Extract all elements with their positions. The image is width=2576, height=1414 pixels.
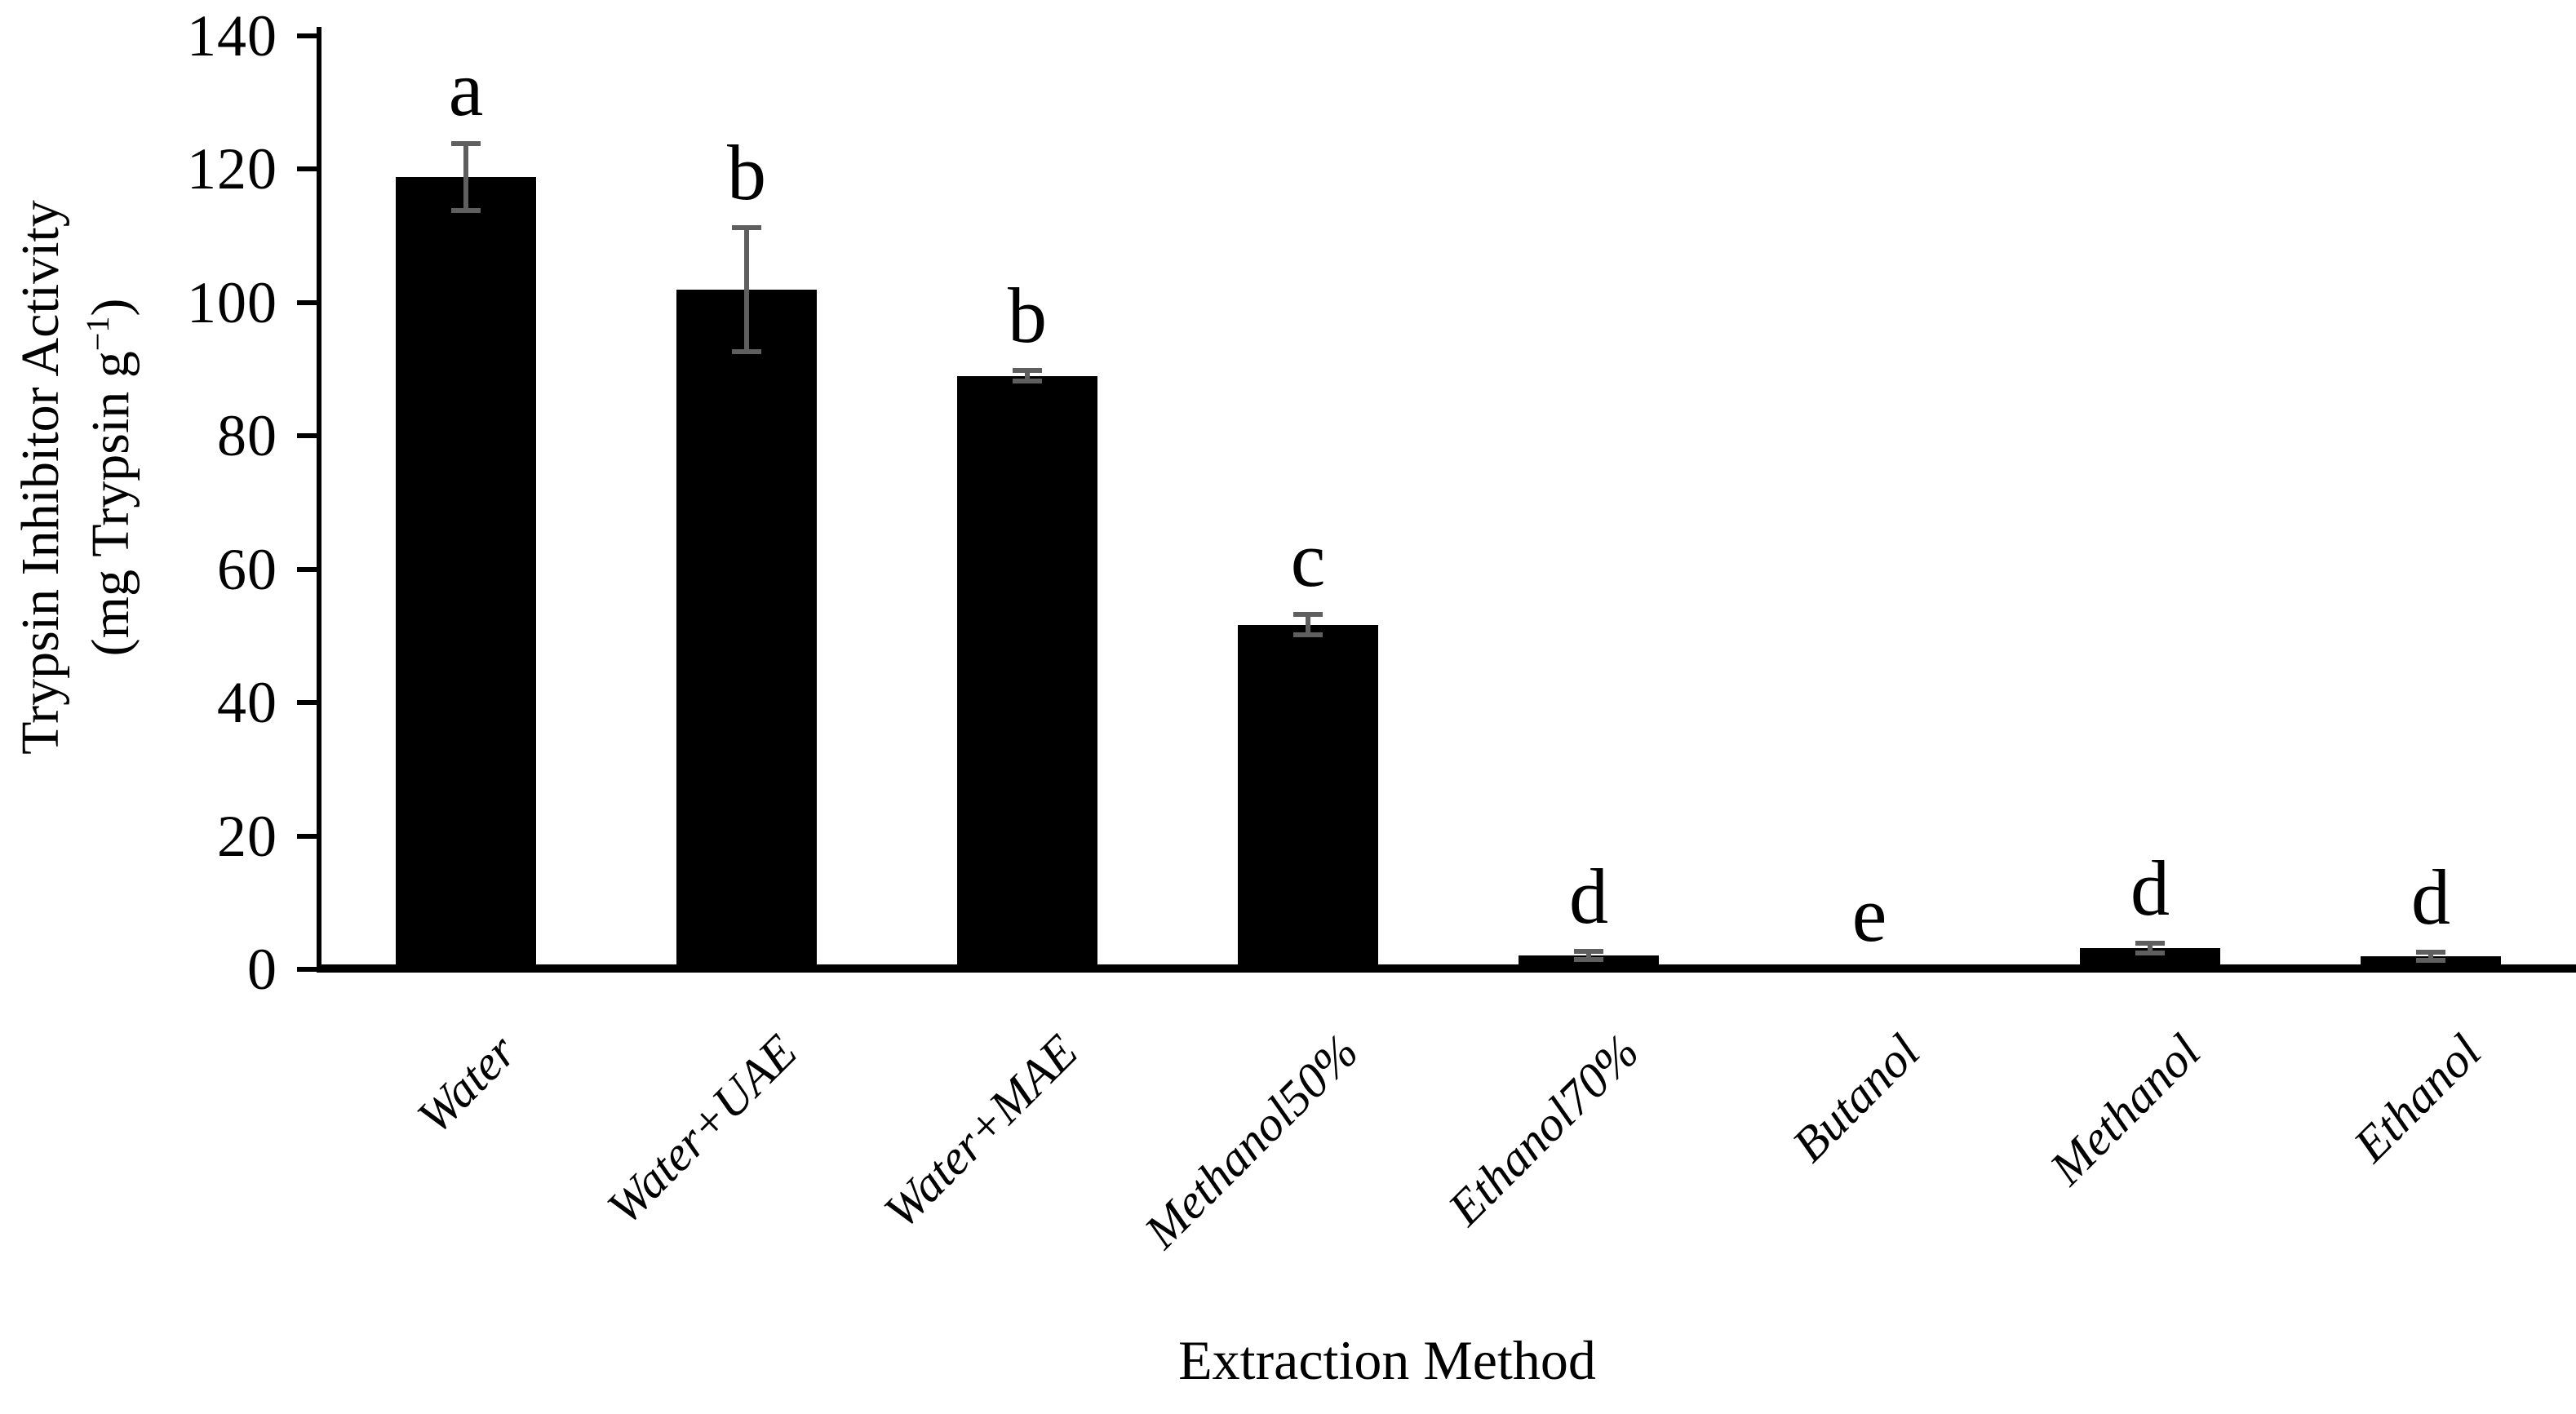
y-tick-label: 40 xyxy=(217,670,277,736)
x-tick-label-text: Water+MAE xyxy=(873,1024,1088,1239)
x-tick-label-text: Butanol xyxy=(1781,1024,1930,1172)
significance-letter: b xyxy=(727,128,766,216)
bar xyxy=(396,177,536,969)
significance-letter: c xyxy=(1290,516,1326,604)
y-axis-line xyxy=(317,27,321,969)
error-bar-cap-bottom xyxy=(2135,950,2165,955)
y-tick-label: 60 xyxy=(217,536,277,602)
y-tick-label: 80 xyxy=(217,403,277,469)
error-bar-whisker xyxy=(2428,951,2433,960)
x-axis-title: Extraction Method xyxy=(1178,1329,1596,1391)
error-bar-whisker xyxy=(463,144,468,211)
error-bar-cap-top xyxy=(451,141,481,147)
y-axis-tick xyxy=(297,166,320,172)
significance-letter: d xyxy=(2130,844,2170,933)
error-bar-cap-bottom xyxy=(2416,957,2445,963)
bar xyxy=(676,289,817,969)
y-axis-tick xyxy=(297,967,320,972)
error-bar-whisker xyxy=(744,227,749,352)
error-bar-cap-bottom xyxy=(1574,956,1603,962)
y-tick-label: 20 xyxy=(217,803,277,869)
significance-letter: d xyxy=(1569,852,1608,940)
y-axis-tick xyxy=(297,299,320,305)
y-axis-tick xyxy=(297,700,320,706)
y-axis-tick xyxy=(297,33,320,38)
error-bar-cap-top xyxy=(2416,949,2445,955)
x-axis-line xyxy=(317,964,2576,973)
bar xyxy=(957,375,1097,969)
x-tick-label-text: Ethanol xyxy=(2343,1024,2491,1172)
y-axis-tick xyxy=(297,833,320,839)
error-bar-cap-top xyxy=(1293,612,1323,618)
error-bar-cap-top xyxy=(1013,368,1042,374)
y-axis-tick xyxy=(297,566,320,572)
error-bar-whisker xyxy=(1586,951,1591,960)
x-tick-label-text: Water+UAE xyxy=(596,1024,807,1234)
y-axis-title-line1: Trypsin Inhibitor Activity xyxy=(11,200,70,755)
x-tick-label-text: Water xyxy=(406,1024,526,1144)
x-tick-label-text: Ethanol70% xyxy=(1438,1024,1649,1236)
x-tick-label-text: Methanol50% xyxy=(1133,1024,1368,1259)
error-bar-cap-bottom xyxy=(732,348,761,354)
y-axis-tick xyxy=(297,433,320,439)
y-tick-label: 140 xyxy=(187,3,277,69)
error-bar-cap-bottom xyxy=(451,208,481,214)
y-tick-label: 120 xyxy=(187,136,277,202)
y-tick-label: 100 xyxy=(187,269,277,335)
error-bar-cap-top xyxy=(1574,948,1603,954)
error-bar-whisker xyxy=(2148,943,2153,953)
x-tick-label-text: Methanol xyxy=(2039,1024,2210,1195)
significance-letter: d xyxy=(2411,853,2450,941)
error-bar-whisker xyxy=(1306,614,1310,635)
bar xyxy=(1238,624,1378,969)
y-tick-label: 0 xyxy=(247,937,277,1002)
error-bar-cap-bottom xyxy=(1293,632,1323,637)
significance-letter: b xyxy=(1008,272,1047,360)
error-bar-cap-top xyxy=(2135,941,2165,946)
significance-letter: a xyxy=(448,45,484,133)
significance-letter: e xyxy=(1851,871,1887,958)
error-bar-whisker xyxy=(1025,370,1030,382)
error-bar-cap-bottom xyxy=(1013,379,1042,384)
error-bar-cap-top xyxy=(732,224,761,230)
